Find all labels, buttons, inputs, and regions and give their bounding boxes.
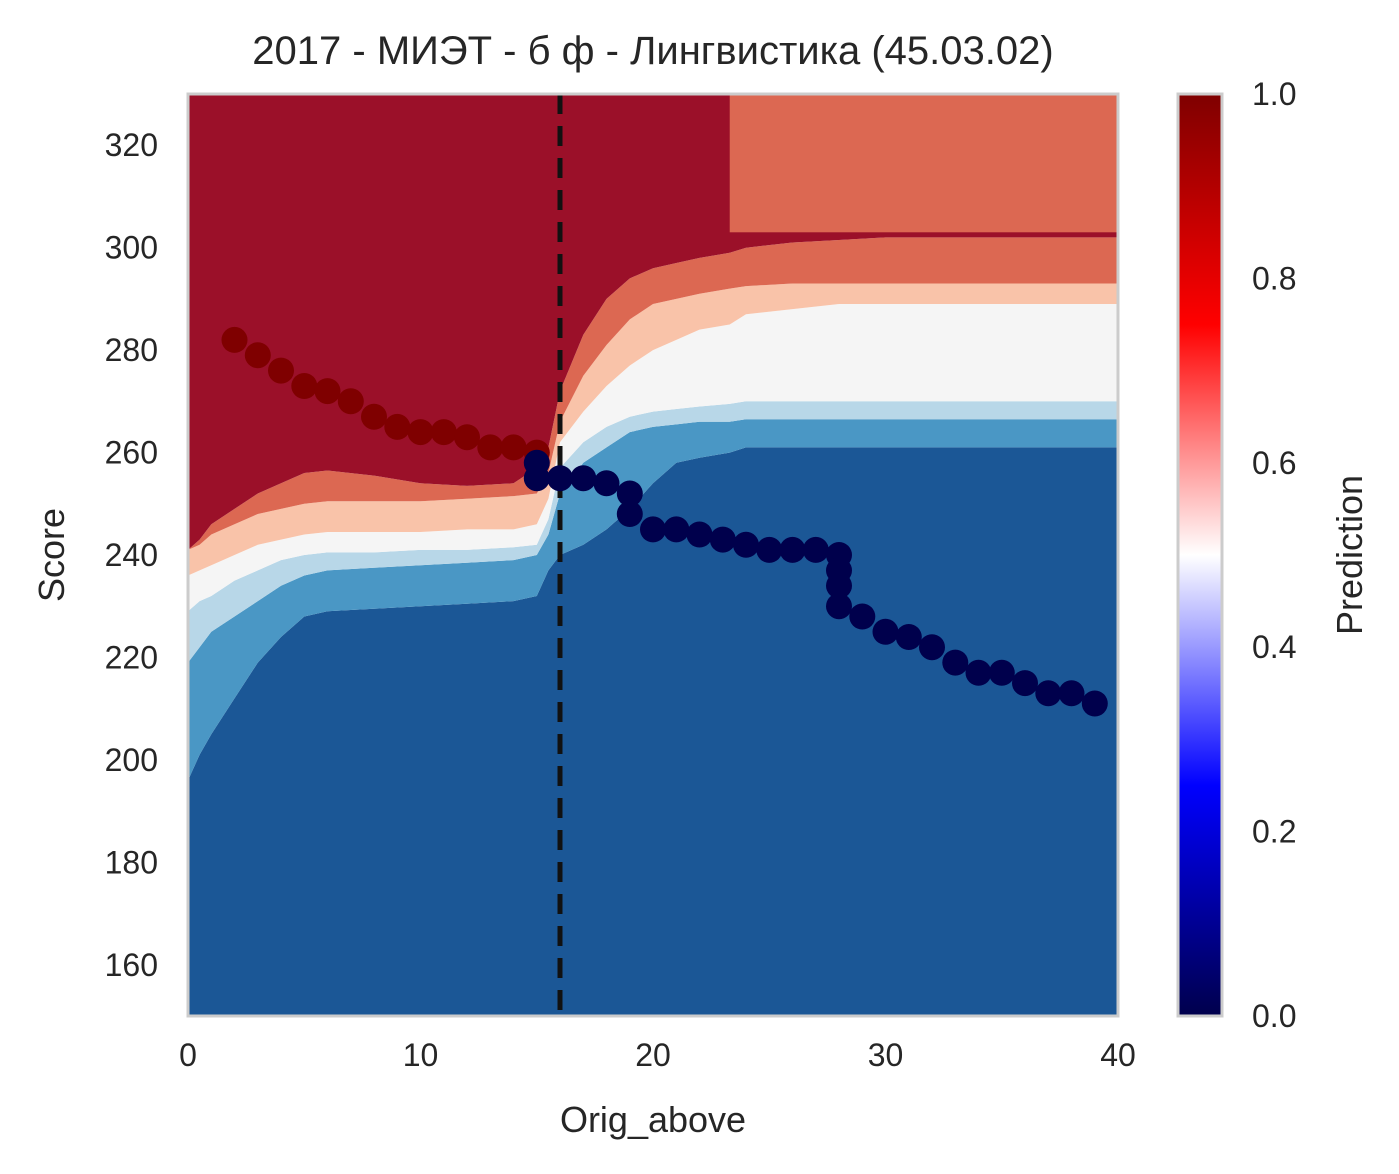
y-tick-label: 200	[105, 742, 158, 778]
scatter-point-series-1	[616, 480, 643, 507]
contour-band-level-1	[188, 419, 1118, 781]
y-tick-label: 280	[105, 332, 158, 368]
scatter-point-series-1	[872, 618, 899, 645]
scatter-point-series-1	[616, 501, 643, 527]
y-tick-label: 180	[105, 844, 158, 880]
x-tick-label: 40	[1100, 1037, 1136, 1073]
colorbar-tick-label: 0.6	[1252, 445, 1296, 481]
y-tick-label: 320	[105, 127, 158, 163]
scatter-point-series-0	[407, 419, 434, 446]
scatter-point-series-1	[756, 536, 783, 563]
scatter-point-series-0	[314, 378, 341, 405]
contour-band-level-3	[188, 304, 1118, 612]
y-tick-label: 240	[105, 537, 158, 573]
upper-right-region-fill	[729, 94, 1118, 233]
scatter-point-series-1	[1035, 680, 1062, 707]
scatter-point-series-0	[477, 434, 504, 461]
plot-area	[188, 94, 1118, 1016]
y-tick-label: 260	[105, 435, 158, 471]
x-tick-label: 0	[179, 1037, 197, 1073]
scatter-point-series-0	[361, 403, 387, 430]
y-axis-label: Score	[31, 508, 72, 602]
chart-title: 2017 - МИЭТ - б ф - Лингвистика (45.03.0…	[252, 29, 1053, 73]
colorbar-tick-label: 0.0	[1252, 998, 1296, 1034]
y-tick-label: 160	[105, 947, 158, 983]
scatter-point-series-0	[454, 424, 480, 451]
scatter-point-series-1	[523, 465, 550, 492]
plot-frame	[186, 92, 1120, 1018]
scatter-point-series-1	[826, 593, 852, 620]
upper-right-region	[729, 94, 1118, 233]
colorbar-tick-label: 0.8	[1252, 260, 1296, 296]
scatter-point-series-1	[826, 572, 852, 599]
y-tick-label: 300	[105, 230, 158, 266]
contour-band-level-0	[188, 447, 1118, 1016]
colorbar-label: Prediction	[1329, 475, 1370, 635]
scatter-point-series-0	[291, 373, 318, 399]
scatter-point-series-1	[1058, 680, 1085, 707]
scatter-point-series-1	[895, 624, 922, 650]
scatter-point-series-1	[849, 603, 876, 630]
x-tick-label: 10	[403, 1037, 439, 1073]
scatter-point-series-1	[686, 521, 713, 548]
colorbar-tick-label: 0.2	[1252, 814, 1296, 850]
x-axis-ticks: 0 10 20 30 40	[179, 1037, 1136, 1073]
scatter-markers	[221, 326, 1108, 717]
scatter-point-series-1	[965, 659, 992, 686]
scatter-point-series-1	[988, 659, 1015, 686]
scatter-point-series-1	[663, 516, 690, 543]
scatter-point-series-0	[384, 413, 411, 440]
colorbar-gradient	[1176, 92, 1224, 1018]
colorbar: 0.0 0.2 0.4 0.6 0.8 1.0 Prediction	[1176, 76, 1370, 1034]
scatter-point-series-0	[500, 434, 527, 461]
scatter-point-series-1	[942, 649, 969, 676]
scatter-point-series-0	[244, 342, 271, 369]
scatter-point-series-0	[221, 326, 248, 353]
scatter-point-series-1	[709, 526, 736, 553]
x-tick-label: 20	[635, 1037, 671, 1073]
scatter-point-series-1	[919, 634, 945, 661]
scatter-point-series-1	[1012, 670, 1038, 697]
contour-band-level-5	[188, 237, 1118, 550]
colorbar-tick-label: 1.0	[1252, 76, 1296, 112]
colorbar-tick-label: 0.4	[1252, 629, 1296, 665]
colorbar-ticks: 0.0 0.2 0.4 0.6 0.8 1.0	[1252, 76, 1296, 1034]
scatter-point-series-0	[430, 419, 457, 446]
x-tick-label: 30	[868, 1037, 904, 1073]
y-tick-label: 220	[105, 639, 158, 675]
scatter-point-series-1	[570, 465, 597, 492]
scatter-point-series-1	[640, 516, 666, 543]
scatter-point-series-0	[337, 388, 364, 415]
scatter-point-series-1	[802, 536, 829, 563]
scatter-point-series-0	[268, 357, 294, 384]
scatter-point-series-1	[779, 536, 806, 563]
scatter-point-series-1	[733, 531, 759, 558]
y-axis-ticks: 160 180 200 220 240 260 280 300 320	[105, 127, 158, 983]
contour-band-level-4	[188, 283, 1118, 576]
scatter-point-series-1	[547, 465, 573, 492]
scatter-point-series-1	[593, 470, 620, 497]
scatter-point-series-1	[1081, 690, 1108, 717]
x-axis-label: Orig_above	[560, 1099, 746, 1140]
